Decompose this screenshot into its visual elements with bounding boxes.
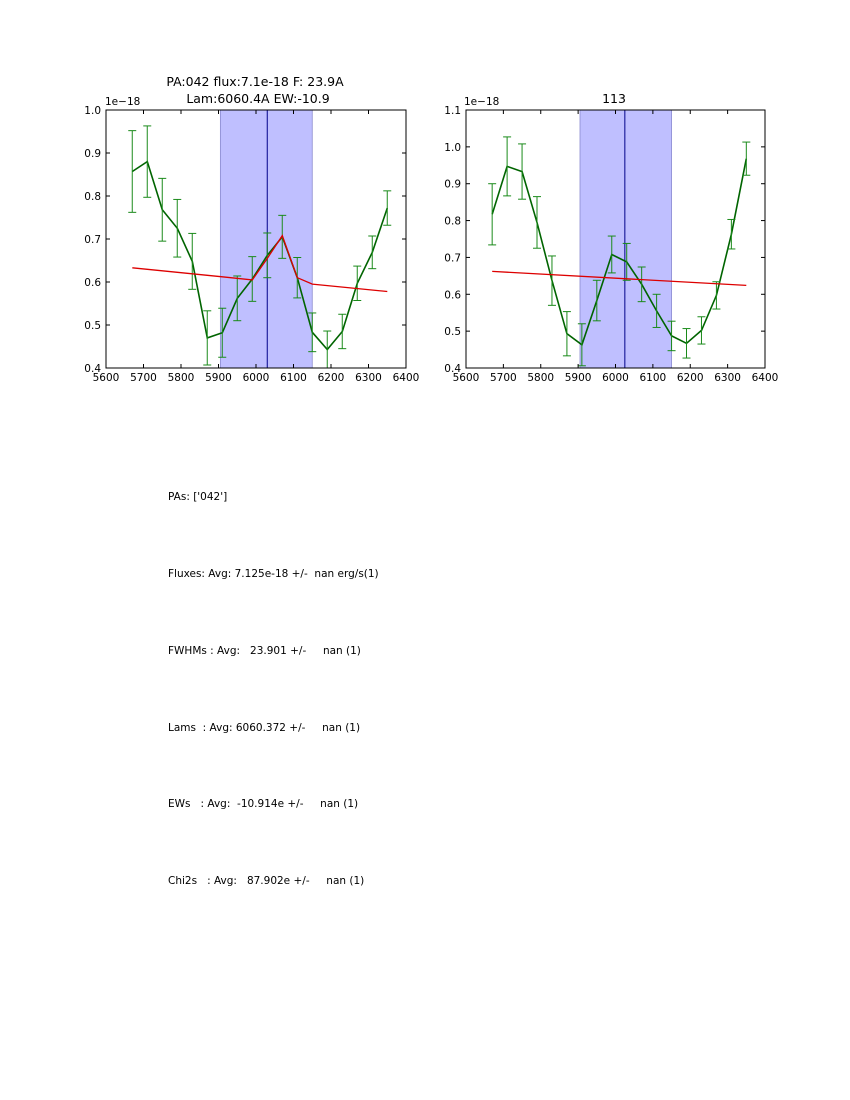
y-tick-label: 0.7 xyxy=(444,252,461,264)
y-tick-label: 0.4 xyxy=(84,363,101,375)
error-bar xyxy=(233,275,242,322)
x-tick-label: 6300 xyxy=(714,372,741,384)
x-tick-label: 6000 xyxy=(243,372,270,384)
error-bar xyxy=(383,190,392,226)
error-bar xyxy=(323,330,332,369)
error-bar xyxy=(727,218,736,250)
shaded-region xyxy=(219,109,313,369)
error-bar xyxy=(577,323,586,367)
x-tick-label: 6400 xyxy=(393,372,420,384)
y-tick-label: 1.0 xyxy=(84,105,101,117)
x-tick-label: 6200 xyxy=(318,372,345,384)
y-tick-label: 0.8 xyxy=(444,216,461,228)
chart-left-title-line1: PA:042 flux:7.1e-18 F: 23.9A xyxy=(166,74,344,89)
stats-panel: PAs: ['042'] Fluxes: Avg: 7.125e-18 +/- … xyxy=(168,434,379,920)
x-tick-label: 6400 xyxy=(752,372,779,384)
error-bar xyxy=(742,141,751,176)
y-tick-label: 0.5 xyxy=(84,320,101,332)
stats-fluxes: Fluxes: Avg: 7.125e-18 +/- nan erg/s(1) xyxy=(168,567,379,580)
error-bar xyxy=(308,312,317,353)
figure: PA:042 flux:7.1e-18 F: 23.9A Lam:6060.4A… xyxy=(84,74,778,384)
error-bar xyxy=(592,279,601,322)
chart-left-title-line2: Lam:6060.4A EW:-10.9 xyxy=(186,91,329,106)
data-line xyxy=(491,158,748,347)
chart-left-exponent: 1e−18 xyxy=(105,96,140,108)
error-bar xyxy=(353,265,362,301)
y-tick-label: 0.7 xyxy=(84,234,101,246)
error-bar xyxy=(712,281,721,310)
error-bar xyxy=(488,183,497,246)
chart-right-exponent: 1e−18 xyxy=(464,96,499,108)
x-tick-label: 5800 xyxy=(527,372,554,384)
x-tick-label: 5900 xyxy=(565,372,592,384)
error-bar xyxy=(607,235,616,274)
error-bar xyxy=(697,316,706,345)
y-tick-label: 0.6 xyxy=(444,289,461,301)
stats-lams: Lams : Avg: 6060.372 +/- nan (1) xyxy=(168,721,361,734)
fit-line xyxy=(492,270,747,287)
y-tick-label: 0.5 xyxy=(444,326,461,338)
y-tick-label: 0.9 xyxy=(84,148,101,160)
fit-line xyxy=(132,234,388,293)
stats-pas: PAs: ['042'] xyxy=(168,491,228,504)
error-bar xyxy=(682,328,691,359)
error-bar xyxy=(637,266,646,303)
error-bar xyxy=(143,125,152,198)
stats-ews: EWs : Avg: -10.914e +/- nan (1) xyxy=(168,798,359,811)
error-bar xyxy=(128,130,137,213)
error-bar xyxy=(263,232,272,279)
x-tick-label: 6100 xyxy=(640,372,667,384)
error-bar xyxy=(652,293,661,328)
x-tick-label: 5900 xyxy=(205,372,232,384)
error-bar xyxy=(518,143,527,200)
x-tick-label: 5700 xyxy=(130,372,157,384)
error-bar xyxy=(218,307,227,358)
chart-left: PA:042 flux:7.1e-18 F: 23.9A Lam:6060.4A… xyxy=(84,74,419,384)
error-bar xyxy=(158,177,167,242)
error-bar xyxy=(533,196,542,249)
x-tick-label: 5800 xyxy=(168,372,195,384)
error-bar xyxy=(203,310,212,366)
x-tick-label: 5600 xyxy=(453,372,480,384)
error-bar xyxy=(368,235,377,270)
y-tick-label: 1.0 xyxy=(444,142,461,154)
y-tick-label: 1.1 xyxy=(444,105,461,117)
error-bar xyxy=(562,311,571,357)
x-tick-label: 5600 xyxy=(93,372,120,384)
error-bar xyxy=(622,242,631,281)
shaded-region xyxy=(579,109,672,369)
error-bar xyxy=(547,255,556,306)
x-tick-label: 6300 xyxy=(355,372,382,384)
x-tick-label: 6100 xyxy=(280,372,307,384)
y-tick-label: 0.4 xyxy=(444,363,461,375)
x-tick-label: 6000 xyxy=(602,372,629,384)
error-bar xyxy=(173,198,182,258)
error-bar xyxy=(338,313,347,350)
error-bar xyxy=(667,320,676,352)
chart-right-title: 113 xyxy=(602,91,626,106)
stats-fwhms: FWHMs : Avg: 23.901 +/- nan (1) xyxy=(168,644,361,657)
y-tick-label: 0.9 xyxy=(444,179,461,191)
data-line xyxy=(131,160,389,351)
x-tick-label: 6200 xyxy=(677,372,704,384)
chart-right: 113 1e−18 5600 5700 5800 5900 6000 6100 6200 63… xyxy=(444,91,778,384)
x-tick-label: 5700 xyxy=(490,372,517,384)
stats-chi2s: Chi2s : Avg: 87.902e +/- nan (1) xyxy=(168,875,365,888)
y-tick-label: 0.8 xyxy=(84,191,101,203)
error-bar xyxy=(188,232,197,290)
error-bar xyxy=(503,136,512,197)
y-tick-label: 0.6 xyxy=(84,277,101,289)
